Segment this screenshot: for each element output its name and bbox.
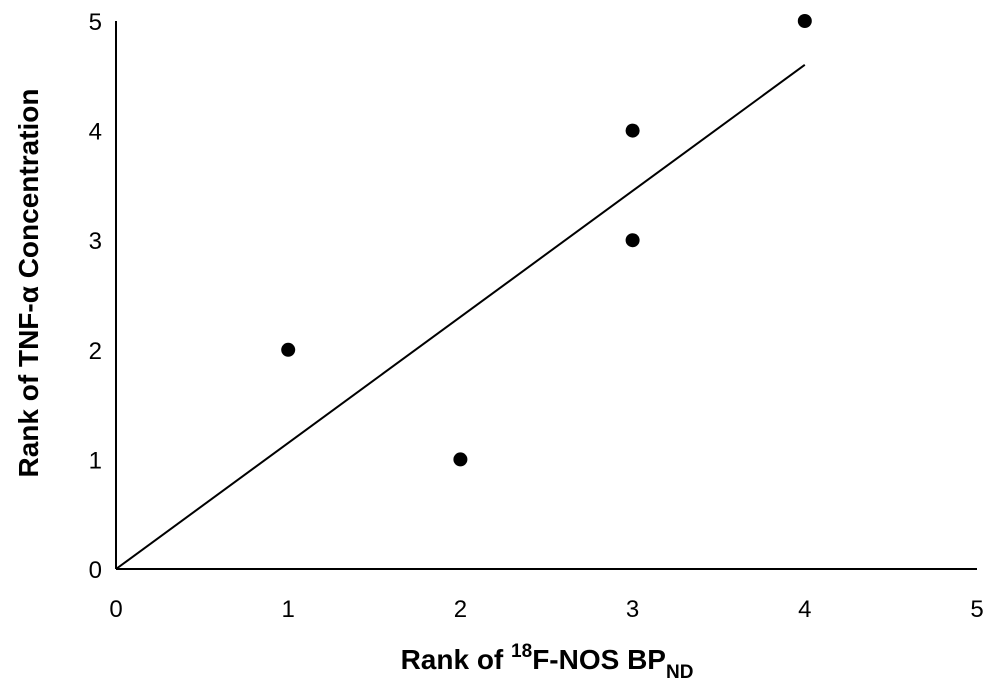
x-axis-title-superscript: 18 (511, 641, 532, 662)
x-axis-title: Rank of 18F-NOS BPND (401, 641, 694, 681)
x-axis-title-prefix: Rank of (401, 644, 511, 675)
x-tick-label: 3 (626, 596, 639, 623)
data-point (625, 233, 640, 248)
y-tick-label: 1 (89, 447, 102, 474)
y-tick-label: 2 (89, 338, 102, 365)
x-axis-title-main: F-NOS BP (532, 644, 666, 675)
trendline (115, 64, 806, 570)
x-tick-label: 5 (970, 596, 983, 623)
x-tick-label: 2 (454, 596, 467, 623)
y-tick-label: 5 (89, 9, 102, 36)
data-point (453, 452, 468, 467)
x-axis-title-subscript: ND (666, 662, 693, 681)
y-tick-label: 0 (89, 557, 102, 584)
data-point (797, 14, 812, 28)
y-tick-label: 4 (89, 119, 102, 146)
data-point (625, 123, 640, 138)
y-axis-title: Rank of TNF-α Concentration (13, 89, 44, 478)
x-tick-label: 4 (798, 596, 811, 623)
x-tick-label: 1 (282, 596, 295, 623)
y-tick-label: 3 (89, 228, 102, 255)
x-tick-label: 0 (109, 596, 122, 623)
data-point (281, 342, 296, 357)
